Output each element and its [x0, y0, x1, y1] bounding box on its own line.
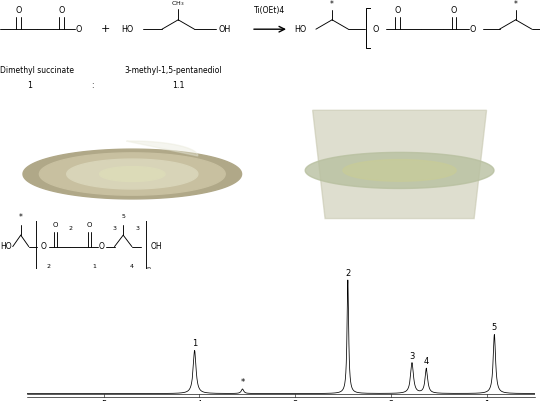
Polygon shape: [305, 152, 494, 188]
Text: O: O: [53, 222, 58, 228]
Text: 5: 5: [122, 214, 125, 219]
Text: 1.1: 1.1: [172, 81, 185, 90]
Text: 2: 2: [68, 226, 72, 231]
Text: O: O: [76, 25, 82, 34]
Text: O: O: [15, 6, 22, 15]
Text: Ti(OEt)4: Ti(OEt)4: [254, 6, 286, 15]
Text: *: *: [330, 0, 334, 9]
Text: 4: 4: [130, 264, 134, 269]
Text: O: O: [373, 25, 379, 34]
Polygon shape: [313, 110, 487, 219]
Text: n: n: [147, 266, 151, 271]
Text: +: +: [100, 24, 110, 34]
Text: Dimethyl succinate: Dimethyl succinate: [0, 67, 74, 75]
Polygon shape: [99, 166, 165, 182]
Text: 1: 1: [27, 81, 32, 90]
Text: O: O: [394, 6, 401, 15]
Text: HO: HO: [0, 242, 12, 251]
Text: 3: 3: [112, 226, 117, 231]
Text: *: *: [19, 213, 23, 223]
Text: 4: 4: [424, 357, 429, 367]
Text: :: :: [92, 81, 94, 90]
Polygon shape: [23, 149, 241, 199]
Text: OH: OH: [151, 242, 163, 251]
Text: *: *: [514, 0, 518, 9]
Text: 2: 2: [345, 269, 350, 278]
Polygon shape: [126, 141, 198, 156]
Text: O: O: [58, 6, 65, 15]
Text: O: O: [451, 6, 457, 15]
Text: 3: 3: [135, 226, 139, 231]
Text: *: *: [240, 378, 245, 387]
Text: 5: 5: [492, 323, 497, 332]
Text: O: O: [40, 242, 46, 251]
Text: HO: HO: [294, 25, 307, 34]
Text: 1: 1: [192, 339, 197, 348]
Text: OH: OH: [219, 25, 231, 34]
Text: HO: HO: [122, 25, 134, 34]
Text: CH$_3$: CH$_3$: [172, 0, 185, 8]
Text: O: O: [470, 25, 476, 34]
Text: 1: 1: [92, 264, 96, 269]
Text: O: O: [99, 242, 105, 251]
Text: 3: 3: [409, 352, 415, 360]
Text: 2: 2: [46, 264, 51, 269]
Polygon shape: [67, 159, 198, 189]
Polygon shape: [39, 153, 225, 195]
Text: O: O: [87, 222, 92, 228]
Text: 3-methyl-1,5-pentanediol: 3-methyl-1,5-pentanediol: [124, 67, 222, 75]
Polygon shape: [343, 160, 456, 181]
